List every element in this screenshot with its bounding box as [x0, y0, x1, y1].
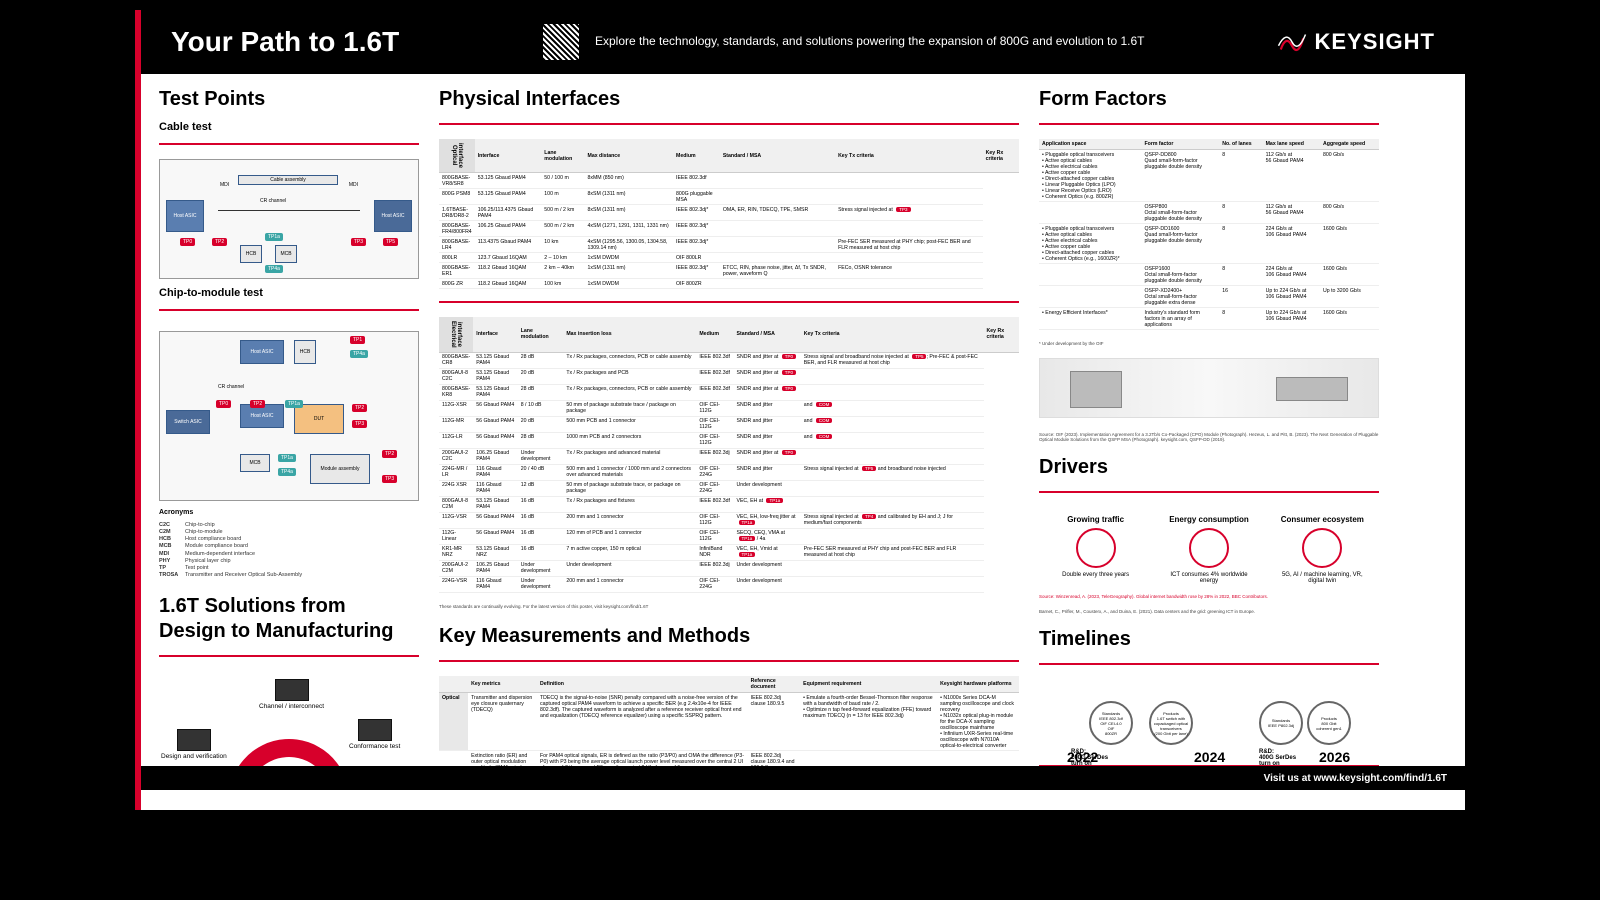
tp3-2: TP3	[352, 420, 367, 428]
solutions-heading-1: 1.6T Solutions from	[159, 595, 419, 618]
c2c-label: CR channel	[218, 384, 244, 390]
measurements-table: Key metricsDefinitionReference documentE…	[439, 676, 1019, 766]
dut-block: DUT	[294, 404, 344, 434]
tp0-2: TP0	[216, 400, 231, 408]
form-factor-photos	[1039, 358, 1379, 418]
phys-note: These standards are continually evolving…	[439, 604, 1019, 609]
section-measurements: Key Measurements and Methods	[439, 625, 1019, 648]
mcb-l: MCB	[275, 245, 297, 263]
tp1a-tag: TP1a	[265, 233, 283, 241]
tagline: Explore the technology, standards, and s…	[595, 34, 1277, 50]
module-assembly: Module assembly	[310, 454, 370, 484]
cable-test-heading: Cable test	[159, 121, 419, 133]
form-factor-table: Application spaceForm factorNo. of lanes…	[1039, 139, 1379, 330]
qr-code-icon	[541, 22, 581, 62]
drivers-row: Growing trafficDouble every three yearsE…	[1039, 515, 1379, 584]
step-1: Conformance test	[349, 743, 400, 750]
chip-test-diagram: Host ASIC HCB TP1 TP4a CR channel Switch…	[159, 331, 419, 501]
tp2-3: TP2	[352, 404, 367, 412]
host-asic-1: Host ASIC	[240, 340, 284, 364]
tp5-tag: TP5	[383, 238, 398, 246]
drv-src2: Barnet, C., Prifler, M., Cousterx, A., a…	[1039, 609, 1379, 614]
tp2-2: TP2	[250, 400, 265, 408]
tp3-tag: TP3	[351, 238, 366, 246]
electrical-interface-table: ElectricalinterfaceInterfaceLane modulat…	[439, 317, 1019, 593]
host-asic-right: Host ASIC	[374, 200, 412, 232]
ff-note: * Under development by the OIF	[1039, 341, 1379, 346]
mdi-label-l: MDI	[220, 182, 229, 188]
mdi-label-r: MDI	[349, 182, 358, 188]
timeline-chart: 20222023202420252026Standards IEEE 802.3…	[1039, 687, 1379, 766]
tp2-4: TP2	[382, 450, 397, 458]
step-0: Channel / interconnect	[259, 703, 324, 710]
chip-test-heading: Chip-to-module test	[159, 287, 419, 299]
solutions-heading-2: Design to Manufacturing	[159, 620, 419, 643]
cable-assembly: Cable assembly	[238, 175, 338, 185]
section-formfactors: Form Factors	[1039, 88, 1379, 111]
mcb-2: MCB	[240, 454, 270, 472]
tp1a-2: TP1a	[285, 400, 303, 408]
acronyms-block: Acronyms C2CChip-to-chipC2MChip-to-modul…	[159, 509, 419, 579]
drv-src1: Source: Winzenread, A. (2023, TeleGeogra…	[1039, 594, 1268, 599]
header-bar: Your Path to 1.6T Explore the technology…	[141, 10, 1465, 74]
tp4a-2: TP4a	[350, 350, 368, 358]
ff-source: Source: OIF (2023). Implementation Agree…	[1039, 432, 1379, 442]
cable-test-diagram: Host ASIC Host ASIC Cable assembly MDI M…	[159, 159, 419, 279]
section-timelines: Timelines	[1039, 628, 1379, 651]
acronyms-heading: Acronyms	[159, 509, 419, 516]
cr-channel: CR channel	[260, 198, 286, 204]
left-column: Test Points Cable test Host ASIC Host AS…	[159, 88, 419, 766]
optical-interface-table: OpticalinterfaceInterfaceLane modulation…	[439, 139, 1019, 289]
hcb-1: HCB	[294, 340, 316, 364]
brand-logo: KEYSIGHT	[1277, 27, 1435, 57]
footer-bar: Visit us at www.keysight.com/find/1.6T	[141, 766, 1465, 790]
brand-name: KEYSIGHT	[1315, 29, 1435, 55]
poster: Your Path to 1.6T Explore the technology…	[135, 10, 1465, 810]
host-asic-left: Host ASIC	[166, 200, 204, 232]
design-cycle: 800G / 1.6T design cycle Channel / inter…	[159, 679, 419, 766]
tp4a-tag: TP4a	[265, 265, 283, 273]
right-column: Form Factors Application spaceForm facto…	[1039, 88, 1379, 766]
middle-column: Physical Interfaces OpticalinterfaceInte…	[439, 88, 1019, 766]
tp0-tag: TP0	[180, 238, 195, 246]
tp1a-3: TP1a	[278, 454, 296, 462]
hcb-l: HCB	[240, 245, 262, 263]
tp2-tag: TP2	[212, 238, 227, 246]
tp1: TP1	[350, 336, 365, 344]
tp3-3: TP3	[382, 475, 397, 483]
step-6: Design and verification	[161, 753, 227, 760]
footer-url: Visit us at www.keysight.com/find/1.6T	[1264, 773, 1447, 784]
poster-title: Your Path to 1.6T	[171, 26, 541, 58]
section-testpoints: Test Points	[159, 88, 419, 111]
switch-asic: Switch ASIC	[166, 410, 210, 434]
tp4a-3: TP4a	[278, 468, 296, 476]
section-drivers: Drivers	[1039, 456, 1379, 479]
section-physical: Physical Interfaces	[439, 88, 1019, 111]
